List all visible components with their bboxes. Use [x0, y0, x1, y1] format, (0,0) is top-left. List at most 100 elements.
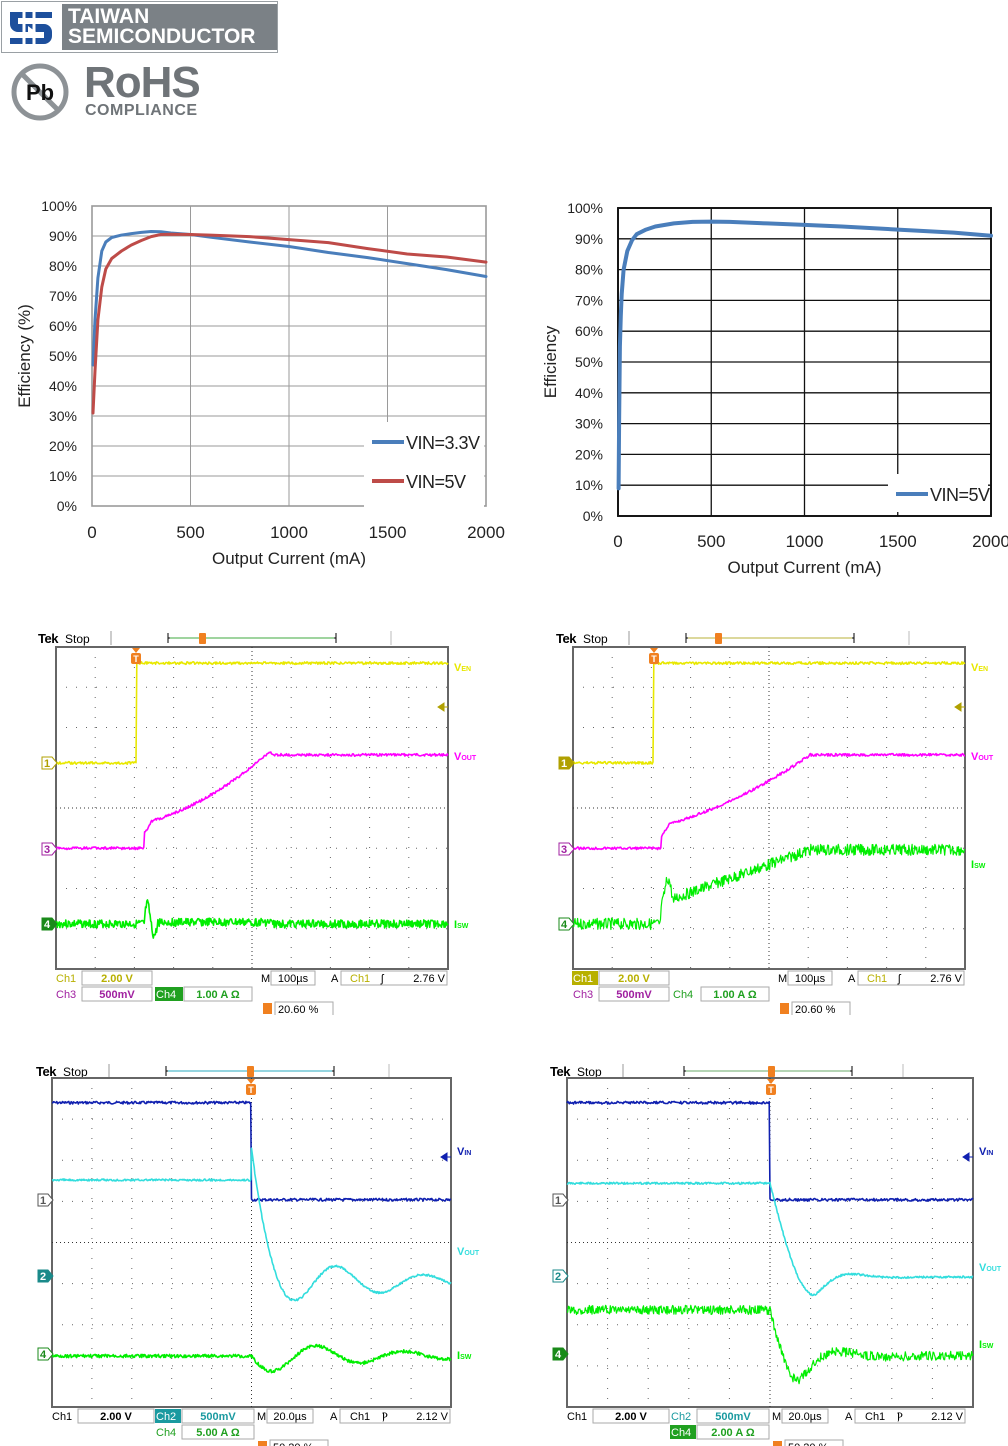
channel-marker-2 [552, 1269, 569, 1283]
channel-marker-label: 4 [44, 919, 51, 931]
trigger-pos-box [269, 1439, 329, 1446]
ch1-readout-value: 2.00 V [618, 973, 650, 985]
efficiency-chart-dual: 0% 10% 20% 30% 40% 50% 60% 70% 80% 90% 100% 0 500 100… [15, 198, 505, 568]
ch3-readout-label: Ch3 [56, 989, 76, 1001]
timebase-value: 20.0µs [273, 1411, 307, 1423]
scope-startup-1: Tek Stop T 1 3 4 VEN VOUT ISW Ch1 2.00 V Ch3 500mV Ch… [38, 631, 477, 1015]
ch3-readout-box [598, 986, 670, 1002]
ch2-readout-label: Ch2 [156, 1411, 176, 1423]
trace-label-vout: VOUT [457, 1246, 480, 1258]
ch1-readout-highlight [572, 971, 598, 985]
channel-marker-label: 2 [40, 1271, 46, 1283]
ch1-readout-value: 2.00 V [100, 1411, 132, 1423]
scope-state: Stop [577, 1065, 602, 1079]
trigger-position-icon [199, 633, 206, 644]
scope-shutdown-1: Tek Stop T 1 2 4 VIN VOUT ISW Ch1 2.00 V Ch2 500mV Ch… [36, 1064, 480, 1446]
y-tick-label: 70% [49, 288, 77, 304]
trigger-arrow-icon [132, 648, 140, 653]
trace-ven [55, 660, 449, 765]
scope-brand: Tek [556, 631, 577, 646]
y-axis-label: Efficiency (%) [15, 304, 34, 408]
ch4-readout-value: 1.00 A Ω [196, 989, 240, 1001]
trace-label-vin: VIN [457, 1146, 471, 1158]
ch2-readout-label: Ch2 [671, 1411, 691, 1423]
ch4-readout-label: Ch4 [156, 1427, 176, 1439]
company-name-line2: SEMICONDUCTOR [68, 25, 256, 48]
channel-marker-label: 3 [44, 844, 50, 856]
channel-marker-3 [41, 842, 58, 856]
trigger-position-icon [247, 1066, 254, 1077]
ch1-readout-box [598, 970, 670, 986]
trigger-box [339, 1408, 451, 1424]
trace-vout [566, 1181, 974, 1297]
trigger-pos-icon [773, 1441, 782, 1446]
ch4-readout-value: 5.00 A Ω [196, 1427, 240, 1439]
trace-label-vin: VIN [979, 1146, 993, 1158]
channel-marker-label: 4 [555, 1349, 562, 1361]
y-tick-label: 80% [49, 258, 77, 274]
trace-ven [572, 660, 966, 765]
acq-label: A [845, 1411, 853, 1423]
ch2-readout-box [181, 1408, 255, 1424]
channel-marker-1 [41, 756, 58, 770]
scope-brand: Tek [550, 1064, 571, 1079]
timebase-label: M [257, 1411, 266, 1423]
channel-marker-4 [37, 1347, 54, 1361]
trigger-position-icon [768, 1066, 775, 1077]
series-line-vin-5v [91, 232, 488, 415]
timebase-box [266, 1408, 314, 1424]
ch4-readout-label: Ch4 [673, 989, 693, 1001]
trigger-level-icon [437, 702, 448, 712]
y-tick-label: 100% [567, 200, 603, 216]
trigger-position-icon [715, 633, 722, 644]
channel-marker-label: 3 [561, 844, 567, 856]
timebase-label: M [778, 973, 787, 985]
ch3-readout-value: 500mV [99, 989, 135, 1001]
trace-label-vout: VOUT [454, 751, 477, 763]
ch4-readout-box [700, 986, 770, 1002]
x-tick-label: 0 [87, 523, 96, 542]
trigger-level: 2.12 V [416, 1411, 448, 1423]
trigger-arrow-icon [767, 1079, 775, 1084]
ch1-readout-value: 2.00 V [615, 1411, 647, 1423]
series-line-vin-5v [616, 219, 993, 491]
y-tick-label: 20% [575, 446, 603, 462]
y-tick-label: 0% [57, 498, 77, 514]
pb-label: Pb [26, 80, 54, 105]
trigger-slope-icon: ʃ [897, 973, 902, 985]
trigger-pos-value: 20.60 % [278, 1004, 319, 1015]
y-tick-label: 30% [49, 408, 77, 424]
channel-marker-label: 4 [40, 1349, 47, 1361]
scope-state: Stop [63, 1065, 88, 1079]
y-tick-label: 10% [575, 477, 603, 493]
channel-marker-2 [37, 1269, 54, 1283]
legend-label: VIN=5V [406, 472, 466, 492]
channel-marker-label: 1 [555, 1195, 561, 1207]
trigger-level: 2.76 V [413, 973, 445, 985]
scope-brand: Tek [38, 631, 59, 646]
ch4-readout-box [183, 986, 253, 1002]
x-tick-label: 2000 [467, 523, 505, 542]
trace-label-isw: ISW [454, 919, 469, 931]
timebase-box [781, 1408, 829, 1424]
trigger-pos-icon [258, 1441, 267, 1446]
ch1-readout-box [77, 1408, 155, 1424]
acq-label: A [330, 1411, 338, 1423]
y-tick-label: 50% [49, 348, 77, 364]
y-tick-label: 0% [583, 508, 603, 524]
timebase-value: 20.0µs [788, 1411, 822, 1423]
y-tick-label: 100% [41, 198, 77, 214]
trace-label-ven: VEN [971, 662, 988, 674]
timebase-value: 100µs [278, 973, 309, 985]
channel-marker-4 [41, 917, 58, 931]
timebase-box [270, 970, 316, 986]
rohs-title: RoHS [84, 58, 201, 107]
ch4-readout-label: Ch4 [156, 989, 176, 1001]
legend-box [364, 422, 484, 508]
scope-state: Stop [65, 632, 90, 646]
y-tick-label: 90% [575, 231, 603, 247]
y-tick-label: 10% [49, 468, 77, 484]
channel-marker-1 [37, 1193, 54, 1207]
trigger-box [857, 970, 965, 986]
ch1-readout-box [81, 970, 153, 986]
